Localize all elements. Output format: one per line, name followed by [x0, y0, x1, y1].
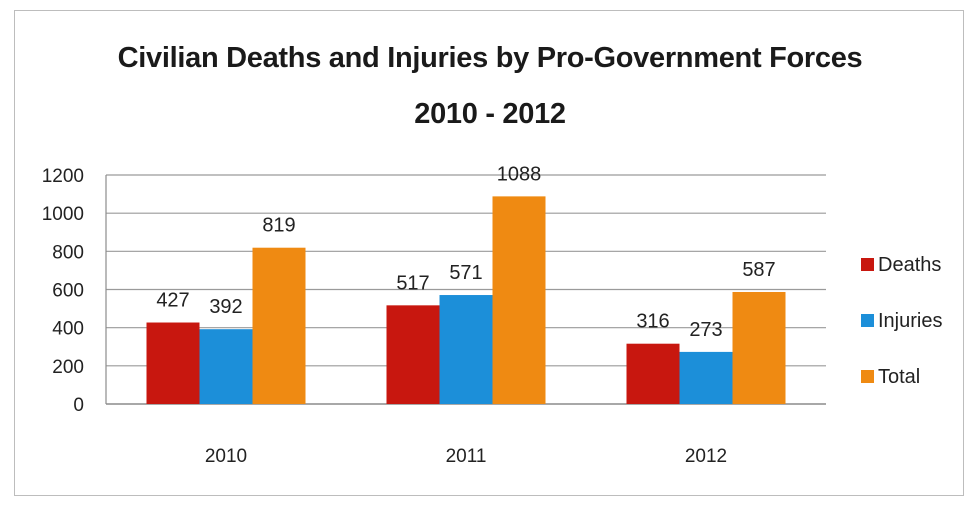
x-tick-label: 2012: [685, 446, 727, 467]
bars: [146, 196, 786, 404]
y-tick-label: 400: [52, 319, 84, 340]
data-label: 571: [449, 262, 482, 284]
chart-frame: [14, 10, 964, 496]
bar-total-2011: [492, 196, 546, 404]
y-tick-label: 1200: [42, 166, 84, 187]
bar-total-2012: [732, 291, 786, 404]
data-label: 1088: [497, 163, 542, 185]
y-tick-label: 200: [52, 357, 84, 378]
bar-injuries-2012: [679, 351, 733, 404]
x-tick-label: 2010: [205, 446, 247, 467]
bar-injuries-2011: [439, 295, 493, 404]
y-axis-ticks: 0 200 400 600 800 1000 1200: [42, 166, 84, 416]
legend-swatch: [861, 314, 874, 327]
bar-deaths-2012: [626, 343, 680, 404]
data-labels: 427 392 819 517 571 1088 316 273 587: [156, 163, 775, 341]
data-label: 427: [156, 290, 189, 312]
x-tick-label: 2011: [446, 446, 487, 467]
legend-swatch: [861, 258, 874, 271]
x-axis-ticks: 2010 2011 2012: [205, 446, 727, 467]
legend-label: Total: [878, 366, 920, 388]
legend-label: Injuries: [878, 310, 942, 332]
data-label: 392: [209, 296, 242, 318]
data-label: 273: [689, 319, 722, 341]
bar-total-2010: [252, 247, 306, 404]
bar-injuries-2010: [199, 329, 253, 404]
bar-deaths-2010: [146, 322, 200, 404]
legend: Deaths Injuries Total: [861, 254, 942, 388]
data-label: 517: [396, 272, 429, 294]
bar-deaths-2011: [386, 305, 440, 404]
data-label: 819: [262, 215, 295, 237]
y-tick-label: 0: [73, 395, 84, 416]
chart-subtitle: 2010 - 2012: [414, 98, 566, 130]
data-label: 587: [742, 259, 775, 281]
y-tick-label: 800: [52, 242, 84, 263]
y-tick-label: 1000: [42, 204, 84, 225]
y-tick-label: 600: [52, 281, 84, 302]
legend-label: Deaths: [878, 254, 941, 276]
legend-swatch: [861, 370, 874, 383]
data-label: 316: [636, 311, 669, 333]
chart-title: Civilian Deaths and Injuries by Pro-Gove…: [117, 42, 863, 74]
